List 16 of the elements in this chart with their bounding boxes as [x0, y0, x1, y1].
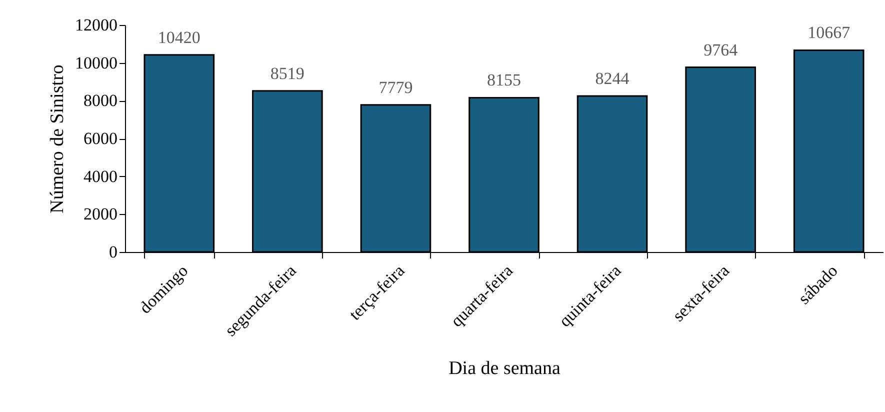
x-axis-title: Dia de semana — [448, 358, 561, 380]
y-tick-label: 4000 — [84, 166, 118, 186]
data-label: 7779 — [378, 78, 413, 97]
y-tick-label: 2000 — [84, 204, 118, 224]
y-tick-label: 10000 — [75, 53, 118, 72]
data-label: 10420 — [158, 28, 200, 47]
data-label: 8155 — [487, 70, 521, 90]
data-label: 8519 — [270, 64, 304, 83]
data-label: 9764 — [704, 40, 738, 60]
y-tick-label: 6000 — [84, 129, 118, 148]
y-tick-label: 12000 — [75, 16, 118, 34]
y-tick-label: 0 — [109, 242, 118, 262]
y-tick-label: 8000 — [84, 91, 118, 110]
y-axis-title: Número de Sinistro — [47, 64, 68, 214]
data-label: 8244 — [595, 69, 630, 88]
data-label: 10667 — [808, 23, 851, 42]
